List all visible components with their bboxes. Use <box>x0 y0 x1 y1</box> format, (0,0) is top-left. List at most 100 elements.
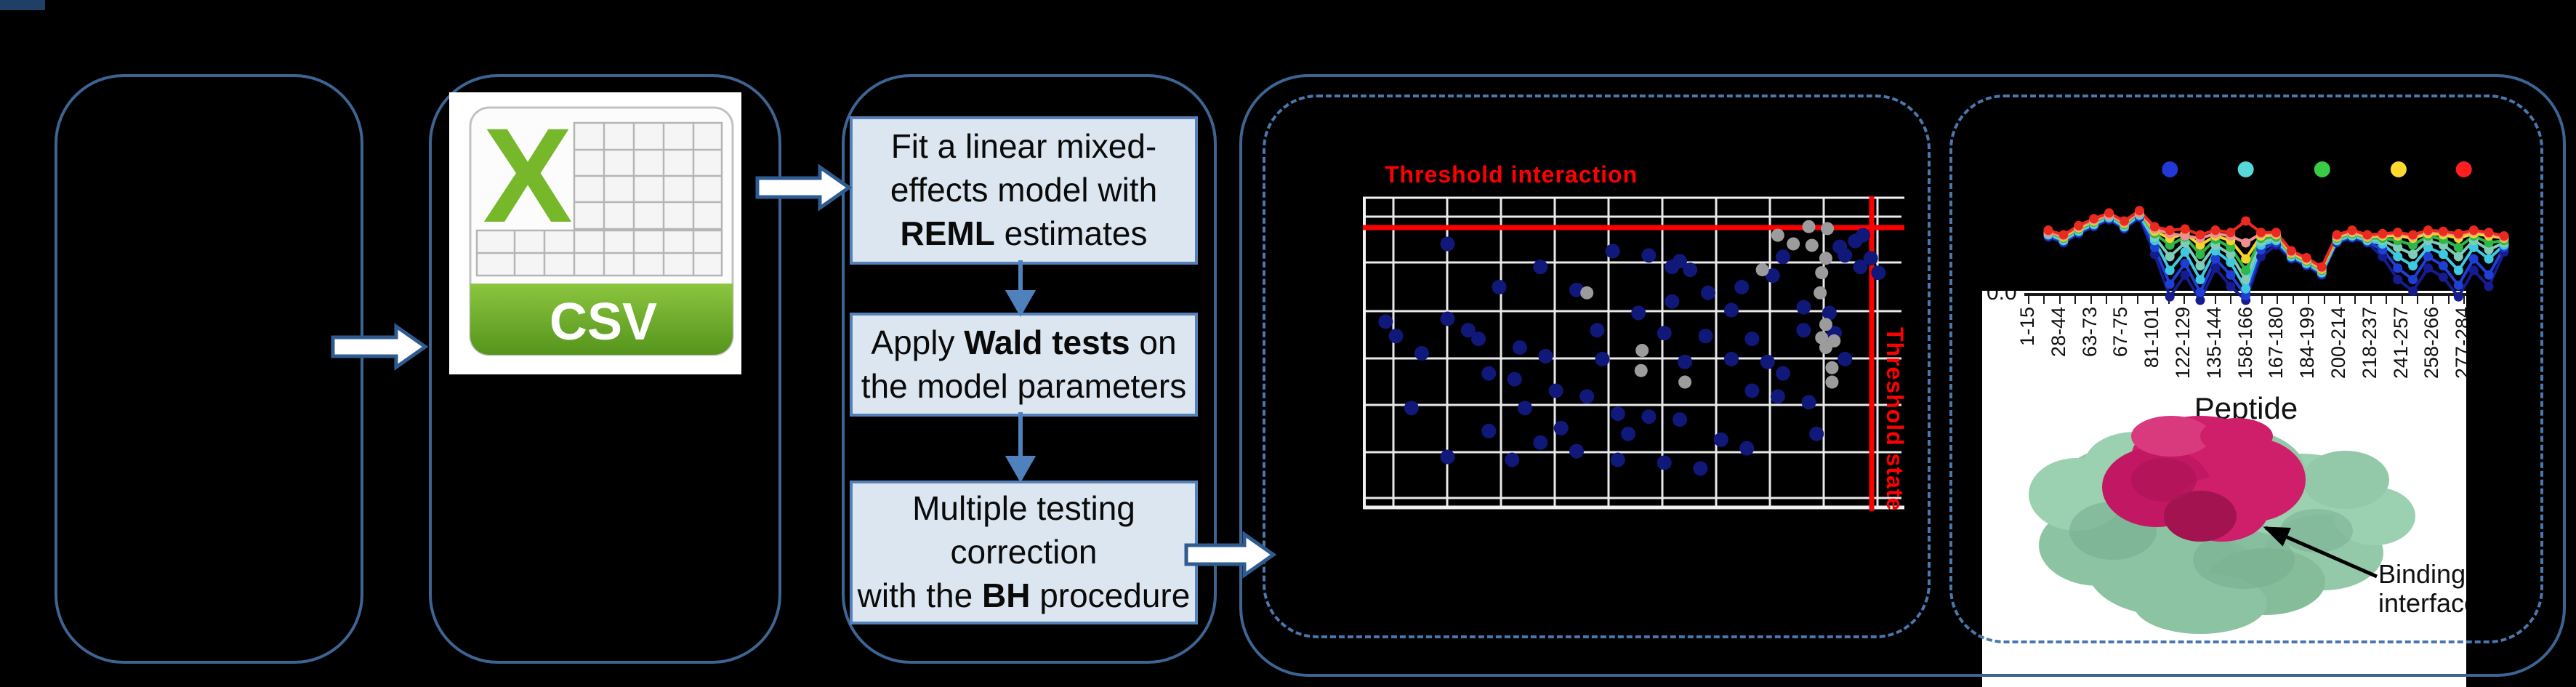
peptide-tick <box>2183 295 2185 304</box>
scatter-point-significant <box>1678 354 1693 369</box>
scatter-point-significant <box>1378 314 1393 329</box>
profile-marker-red <box>2453 228 2463 238</box>
profile-marker-teal <box>2165 252 2175 262</box>
profile-marker-red <box>2317 262 2327 272</box>
profile-marker-blue <box>2241 291 2251 301</box>
profile-marker-red <box>2149 222 2160 232</box>
scatter-point-gray <box>1635 344 1649 357</box>
scatter-point-gray <box>1580 286 1594 300</box>
profile-marker-navy <box>2438 272 2448 282</box>
peptide-tick <box>2417 295 2418 304</box>
profile-marker-cyan <box>2453 265 2463 276</box>
profile-marker-red <box>2134 206 2144 216</box>
scatter-point-significant <box>1796 323 1811 338</box>
profile-marker-red <box>2286 246 2296 256</box>
profile-marker-red <box>2378 228 2388 238</box>
profile-marker-yellow <box>2241 254 2251 264</box>
profile-marker-navy <box>2408 286 2418 296</box>
scatter-point-gray <box>1771 228 1784 242</box>
scatter-point-significant <box>1481 366 1497 381</box>
interaction-scatter-plot <box>1363 196 1904 511</box>
scatter-point-significant <box>1610 406 1625 422</box>
scatter-point-significant <box>1665 294 1680 309</box>
profile-marker-cyan <box>2195 275 2205 285</box>
step-fit-model-text: Fit a linear mixed- effects model with R… <box>890 127 1158 252</box>
profile-marker-teal <box>2484 244 2494 254</box>
profile-marker-cyan <box>2226 257 2236 268</box>
profile-marker-red <box>2468 225 2479 236</box>
scatter-point-significant <box>1641 248 1657 263</box>
peptide-tick <box>2323 295 2325 304</box>
csv-file-image: X CSV <box>449 92 741 374</box>
peptide-tick <box>2214 295 2216 304</box>
profile-marker-red <box>2256 228 2266 238</box>
scatter-point-gray <box>1819 252 1832 265</box>
profile-marker-red <box>2195 230 2205 240</box>
profile-marker-red <box>2408 230 2418 240</box>
profile-marker-red <box>2271 228 2281 238</box>
scatter-point-significant <box>1631 305 1646 321</box>
profile-marker-navy <box>2468 265 2479 276</box>
scatter-point-significant <box>1518 401 1532 416</box>
peptide-tick <box>2058 295 2061 304</box>
scatter-point-gray <box>1755 263 1769 277</box>
peptide-tick <box>2121 295 2123 304</box>
peptide-tick <box>2136 295 2138 304</box>
scatter-point-significant <box>1388 329 1404 344</box>
scatter-point-significant <box>1569 282 1584 297</box>
peptide-tick <box>2152 295 2154 304</box>
profile-marker-navy <box>2149 249 2160 260</box>
scatter-point-significant <box>1698 329 1713 344</box>
profile-legend-dot <box>2314 161 2330 177</box>
peptide-tick <box>2463 295 2466 304</box>
scatter-point-significant <box>1739 441 1755 456</box>
profile-marker-navy <box>2226 281 2236 292</box>
scatter-point-significant <box>1440 236 1455 252</box>
scatter-point-significant <box>1471 332 1486 347</box>
scatter-point-significant <box>1605 244 1620 259</box>
csv-label: CSV <box>550 293 657 351</box>
peptide-tick <box>2370 295 2372 304</box>
profile-marker-green <box>2484 238 2494 248</box>
peptide-tick <box>2074 295 2077 304</box>
scatter-point-significant <box>1533 260 1548 275</box>
scatter-point-significant <box>1744 383 1760 398</box>
profile-marker-navy <box>2165 292 2175 302</box>
scatter-point-gray <box>1821 222 1835 236</box>
scatter-panel <box>1263 95 1931 638</box>
profile-marker-teal <box>2393 242 2403 252</box>
scatter-point-significant <box>1853 260 1868 275</box>
scatter-point-significant <box>1590 323 1605 338</box>
scatter-point-gray <box>1634 363 1648 377</box>
scatter-point-gray <box>1815 266 1829 280</box>
scatter-point-significant <box>1760 354 1775 369</box>
profile-marker-blue <box>2393 263 2403 273</box>
scatter-point-gray <box>1787 237 1800 251</box>
profile-marker-navy <box>2210 263 2221 273</box>
scatter-point-significant <box>1765 268 1780 284</box>
profile-legend-dot <box>2390 161 2407 177</box>
scatter-point-significant <box>1595 351 1610 366</box>
scatter-point-significant <box>1863 251 1878 266</box>
step-wald-tests-text: Apply Wald tests on the model parameters <box>861 323 1187 405</box>
profile-marker-red <box>2332 230 2342 240</box>
scatter-point-significant <box>1776 366 1790 381</box>
profile-marker-red <box>2210 225 2221 236</box>
profile-marker-teal <box>2195 261 2205 271</box>
binding-interface-label-line2: interface <box>2378 588 2466 618</box>
scatter-point-significant <box>1440 449 1455 465</box>
scatter-point-significant <box>1724 302 1739 318</box>
profile-marker-red <box>2165 225 2175 236</box>
scatter-point-gray <box>1805 238 1819 252</box>
scatter-point-significant <box>1414 345 1429 361</box>
scatter-point-significant <box>1481 423 1497 438</box>
peptide-tick <box>2292 295 2294 304</box>
scatter-point-gray <box>1802 220 1816 233</box>
profile-marker-green <box>2195 249 2205 260</box>
scatter-point-significant <box>1610 452 1625 467</box>
spreadsheet-grid-icon <box>475 121 723 277</box>
csv-green-band <box>470 284 733 355</box>
peptide-tick <box>2308 295 2310 304</box>
arrow-stats-to-output <box>1184 531 1277 579</box>
